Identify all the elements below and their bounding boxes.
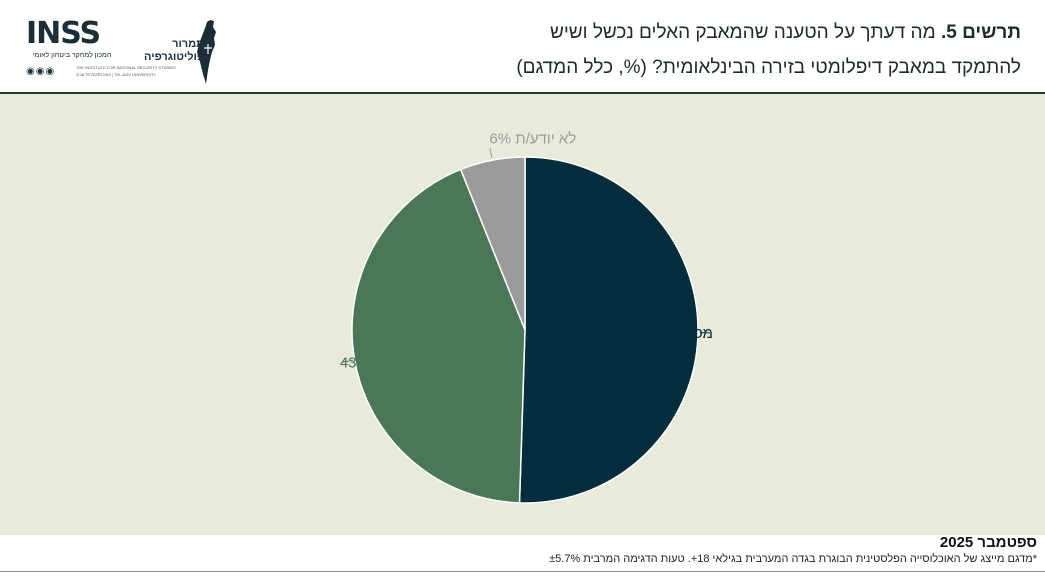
pie-slice-0	[518, 156, 699, 504]
chart-title-line1: תרשים 5. מה דעתך על הטענה שהמאבק האלים נ…	[550, 22, 1021, 44]
leader-line-2	[489, 148, 493, 159]
inss-tiny-line1: THE INSTITUTE FOR NATIONAL SECURITY STUD…	[76, 65, 176, 70]
inss-logo: INSS המכון למחקר ביטחון לאומי ◉◉◉ THE IN…	[26, 16, 176, 84]
inss-tiny-line2: אוניברסיטת תל אביב | TEL AVIV UNIVERSITY	[76, 72, 157, 77]
pie-chart: מסכים/ה 50% לא מסכים/ה 43% לא יודע/ת 6%	[340, 130, 713, 504]
inss-rings-icon: ◉◉◉	[26, 66, 56, 77]
chart-title-number: תרשים 5.	[940, 22, 1021, 43]
pie-slice-2	[459, 156, 526, 331]
slice-label-0: מסכים/ה 50%	[623, 325, 713, 342]
inss-wordmark: INSS	[26, 16, 101, 51]
tamrur-line1: תמרור	[172, 38, 204, 50]
footer-divider	[0, 571, 1045, 572]
map-silhouette-icon	[197, 20, 216, 84]
inss-subtitle: המכון למחקר ביטחון לאומי	[32, 52, 112, 59]
tamrur-text: תמרור פוליטוגרפיה	[132, 38, 204, 64]
chart-title-line2: להתמקד במאבק דיפלומטי בזירה הבינלאומית? …	[516, 57, 1021, 78]
header: תרשים 5. מה דעתך על הטענה שהמאבק האלים נ…	[0, 0, 1045, 94]
leader-line-1	[342, 359, 353, 363]
slice-label-1: לא מסכים/ה 43%	[340, 355, 451, 372]
chart-area: מסכים/ה 50% לא מסכים/ה 43% לא יודע/ת 6%	[0, 94, 1045, 535]
tamrur-logo: תמרור פוליטוגרפיה	[132, 18, 222, 86]
survey-footnote: *מדגם מייצג של האוכלוסייה הפלסטינית הבוג…	[549, 553, 1037, 565]
survey-date: ספטמבר 2025	[939, 534, 1037, 551]
tamrur-line2: פוליטוגרפיה	[144, 51, 204, 63]
pie-slice-1	[351, 168, 526, 504]
slice-label-2: לא יודע/ת 6%	[489, 130, 576, 147]
chart-title-text: מה דעתך על הטענה שהמאבק האלים נכשל ושיש	[549, 22, 941, 43]
